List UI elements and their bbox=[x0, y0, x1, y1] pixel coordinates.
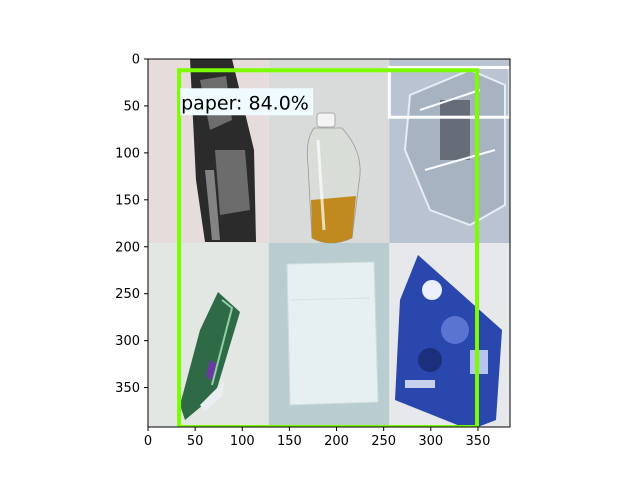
y-tick-label: 100 bbox=[115, 146, 140, 161]
white-sheet-object bbox=[286, 261, 379, 406]
x-axis: 0 50 100 150 200 250 300 350 bbox=[144, 427, 491, 449]
x-tick-label: 150 bbox=[277, 434, 302, 449]
clear-container-object bbox=[403, 68, 506, 227]
x-tick-label: 250 bbox=[371, 434, 396, 449]
y-axis: 0 50 100 150 200 250 300 350 bbox=[115, 53, 148, 396]
y-tick-label: 150 bbox=[115, 193, 140, 208]
image-area: paper: 84.0% bbox=[148, 59, 510, 427]
y-tick-label: 50 bbox=[123, 99, 140, 114]
axes-frame bbox=[147, 58, 511, 428]
green-tube-object bbox=[180, 292, 240, 420]
x-tick-label: 300 bbox=[418, 434, 443, 449]
y-tick-label: 0 bbox=[132, 53, 140, 68]
detection-label: paper: 84.0% bbox=[181, 92, 309, 114]
x-tick-label: 50 bbox=[187, 434, 204, 449]
x-tick-label: 350 bbox=[466, 434, 491, 449]
x-tick-label: 0 bbox=[144, 434, 152, 449]
y-tick-label: 300 bbox=[115, 334, 140, 349]
y-tick-label: 200 bbox=[115, 240, 140, 255]
detection-label-bg bbox=[180, 88, 314, 116]
plastic-bottle-object bbox=[306, 112, 361, 244]
white-box bbox=[387, 65, 510, 119]
y-tick-label: 350 bbox=[115, 381, 140, 396]
x-tick-label: 100 bbox=[230, 434, 255, 449]
x-tick-label: 200 bbox=[324, 434, 349, 449]
y-tick-label: 250 bbox=[115, 287, 140, 302]
